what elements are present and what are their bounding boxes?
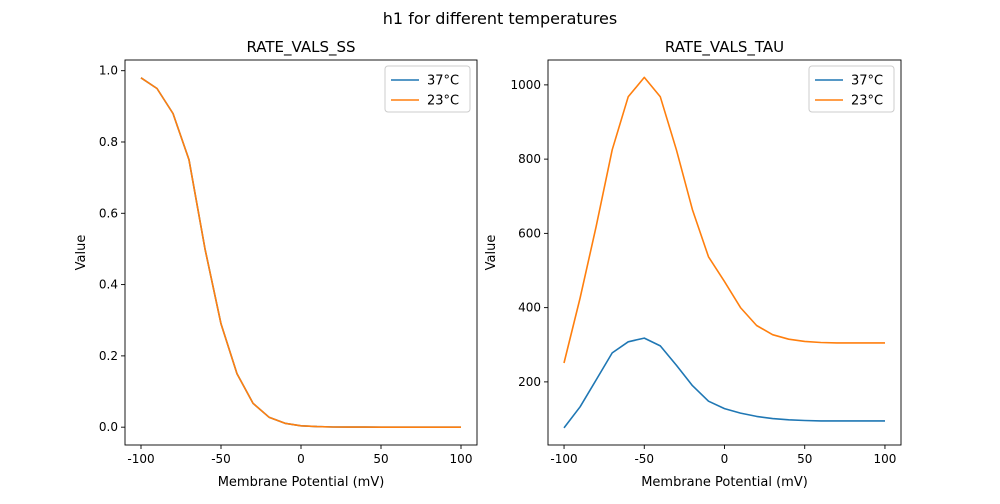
subplot-title: RATE_VALS_SS bbox=[246, 38, 355, 57]
series-line-37°C bbox=[140, 77, 461, 429]
y-tick-label: 0.0 bbox=[99, 420, 118, 434]
y-tick-label: 200 bbox=[518, 375, 541, 389]
x-tick-label: -100 bbox=[550, 452, 577, 466]
x-tick-label: -50 bbox=[211, 452, 231, 466]
legend-label: 37°C bbox=[851, 74, 883, 89]
y-tick-label: 0.4 bbox=[99, 278, 118, 292]
x-tick-label: 50 bbox=[797, 452, 812, 466]
y-tick-label: 1.0 bbox=[99, 64, 118, 78]
y-axis-label: Value bbox=[74, 235, 89, 271]
subplot-1: RATE_VALS_SS -100 -50 0 50 100 0.0 0.2 0.4 0.6 0.8… bbox=[74, 38, 478, 490]
subplot-title: RATE_VALS_TAU bbox=[665, 38, 784, 57]
axes-frame bbox=[124, 59, 478, 446]
x-tick-label: -100 bbox=[127, 452, 154, 466]
legend: 37°C 23°C bbox=[808, 65, 895, 113]
x-tick-label: 100 bbox=[450, 452, 473, 466]
legend-label: 23°C bbox=[851, 94, 883, 109]
axes-frame bbox=[547, 59, 902, 446]
legend-label: 23°C bbox=[427, 94, 459, 109]
legend: 37°C 23°C bbox=[384, 65, 471, 113]
y-tick-label: 1000 bbox=[510, 78, 541, 92]
figure-suptitle: h1 for different temperatures bbox=[383, 9, 617, 28]
y-tick-label: 800 bbox=[518, 152, 541, 166]
x-tick-label: -50 bbox=[634, 452, 654, 466]
x-tick-label: 0 bbox=[721, 452, 729, 466]
y-axis-label: Value bbox=[484, 235, 499, 271]
legend-label: 37°C bbox=[427, 74, 459, 89]
y-tick-label: 400 bbox=[518, 301, 541, 315]
series-line-23°C bbox=[563, 76, 885, 364]
x-tick-label: 100 bbox=[874, 452, 897, 466]
x-axis-label: Membrane Potential (mV) bbox=[218, 475, 385, 490]
series-line-37°C bbox=[563, 337, 885, 429]
y-tick-label: 0.2 bbox=[99, 349, 118, 363]
y-tick-label: 0.6 bbox=[99, 206, 118, 220]
subplot-2: RATE_VALS_TAU -100 -50 0 50 100 200 400 600 800 10… bbox=[484, 38, 902, 490]
y-tick-label: 600 bbox=[518, 226, 541, 240]
x-tick-label: 0 bbox=[297, 452, 305, 466]
x-tick-label: 50 bbox=[373, 452, 388, 466]
y-tick-label: 0.8 bbox=[99, 135, 118, 149]
series-line-23°C bbox=[140, 77, 461, 429]
x-axis-label: Membrane Potential (mV) bbox=[641, 475, 808, 490]
